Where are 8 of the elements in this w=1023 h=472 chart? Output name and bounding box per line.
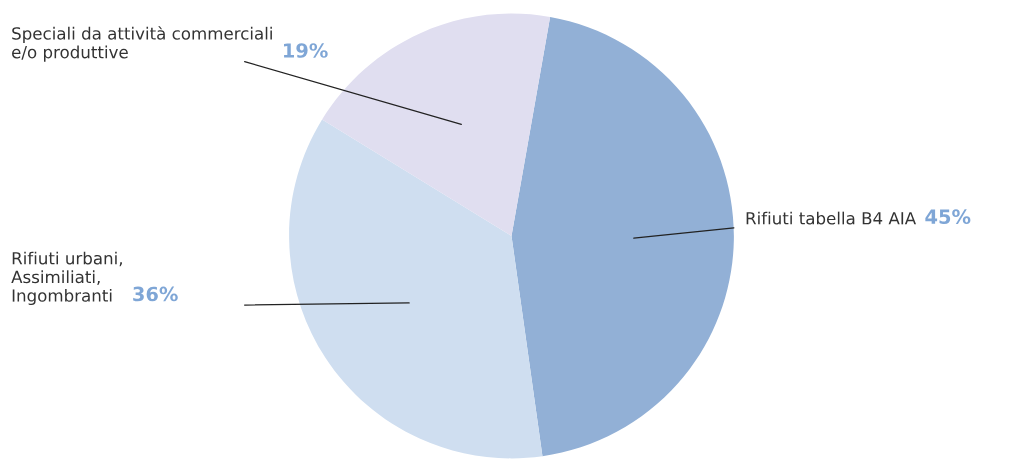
data-label: 19%: [284, 43, 328, 58]
data-label: 45%: [925, 209, 971, 225]
slice-label: Rifiuti tabella B4 AIA: [746, 211, 917, 225]
slice-label: Speciali da attività commerciali e/o produttive: [12, 26, 272, 62]
pie-slice: [289, 119, 543, 459]
pie-slice: [511, 16, 734, 457]
slice-label: Rifiuti urbani, Assimiliati, Ingombranti: [11, 251, 122, 306]
data-label: 36%: [133, 286, 178, 302]
